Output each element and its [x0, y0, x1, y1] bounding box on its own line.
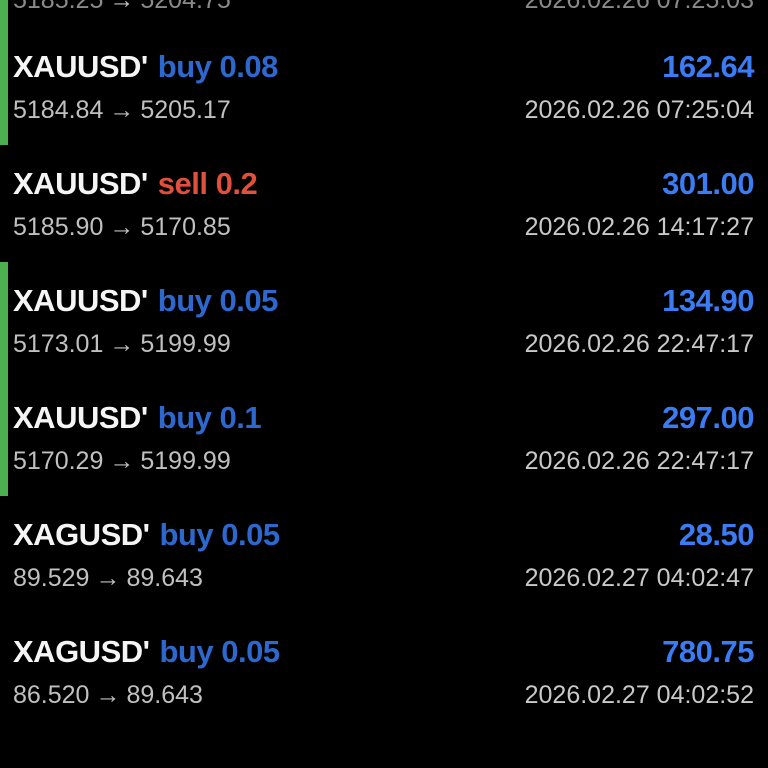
close-price: 5205.17 — [140, 95, 231, 124]
arrow-right-icon: → — [109, 446, 135, 475]
open-price: 5173.01 — [13, 329, 104, 358]
close-time: 2026.02.26 14:17:27 — [524, 212, 754, 241]
symbol-label: XAUUSD' — [13, 48, 148, 84]
open-price: 5185.25 — [13, 0, 104, 14]
close-price: 5199.99 — [140, 329, 231, 358]
open-price: 5184.84 — [13, 95, 104, 124]
trade-row-partial-top[interactable]: 5185.25 → 5204.75 2026.02.26 07:25:03 — [0, 0, 768, 28]
price-range: 5173.01 → 5199.99 — [13, 330, 231, 358]
close-time: 2026.02.27 04:02:47 — [524, 563, 754, 592]
profit-value: 780.75 — [662, 633, 754, 669]
arrow-right-icon: → — [109, 212, 135, 241]
close-time: 2026.02.26 22:47:17 — [524, 446, 754, 475]
trade-row-partial-bottom[interactable]: XAGUSD'buy 0.06 390.90 — [0, 730, 768, 768]
close-time: 2026.02.26 07:25:04 — [524, 95, 754, 124]
symbol-label: XAGUSD' — [13, 516, 150, 552]
open-price: 5170.29 — [13, 446, 104, 475]
symbol-and-type: XAUUSD' buy 0.1 — [13, 399, 262, 435]
trade-row[interactable]: XAGUSD' buy 0.05 28.50 89.529 → 89.643 2026… — [0, 496, 768, 613]
trade-row[interactable]: XAGUSD' buy 0.05 780.75 86.520 → 89.643 202… — [0, 613, 768, 730]
direction-volume-label: buy 0.1 — [157, 399, 262, 435]
price-range: 5185.90 → 5170.85 — [13, 213, 231, 241]
close-time: 2026.02.26 07:25:03 — [524, 0, 754, 14]
direction-volume-label: buy 0.05 — [159, 633, 281, 669]
direction-volume-label: sell 0.2 — [157, 165, 258, 201]
direction-volume-label: buy 0.08 — [157, 48, 279, 84]
price-range: 89.529 → 89.643 — [13, 564, 203, 592]
open-price: 5185.90 — [13, 212, 104, 241]
symbol-and-type: XAUUSD' buy 0.08 — [13, 48, 279, 84]
symbol-label: XAUUSD' — [13, 165, 148, 201]
trade-row[interactable]: XAUUSD' buy 0.08 162.64 5184.84 → 5205.17 2… — [0, 28, 768, 145]
close-price: 89.643 — [126, 563, 203, 592]
price-range: 5170.29 → 5199.99 — [13, 447, 231, 475]
close-time: 2026.02.26 22:47:17 — [524, 329, 754, 358]
arrow-right-icon: → — [95, 563, 121, 592]
profit-value: 301.00 — [662, 165, 754, 201]
symbol-label: XAUUSD' — [13, 399, 148, 435]
arrow-right-icon: → — [95, 680, 121, 709]
price-range: 5185.25 → 5204.75 — [13, 0, 231, 14]
symbol-and-type: XAGUSD' buy 0.05 — [13, 633, 281, 669]
profit-value: 162.64 — [662, 48, 754, 84]
trade-row[interactable]: XAUUSD' buy 0.05 134.90 5173.01 → 5199.99 2… — [0, 262, 768, 379]
price-range: 86.520 → 89.643 — [13, 681, 203, 709]
symbol-and-type: XAGUSD' buy 0.05 — [13, 516, 281, 552]
open-price: 86.520 — [13, 680, 90, 709]
close-price: 5204.75 — [140, 0, 231, 14]
close-price: 89.643 — [126, 680, 203, 709]
symbol-and-type: XAUUSD' sell 0.2 — [13, 165, 258, 201]
direction-volume-label: buy 0.05 — [159, 516, 281, 552]
arrow-right-icon: → — [109, 0, 135, 14]
symbol-label: XAGUSD' — [13, 633, 150, 669]
profit-value: 134.90 — [662, 282, 754, 318]
direction-volume-label: buy 0.05 — [157, 282, 279, 318]
symbol-label: XAUUSD' — [13, 282, 148, 318]
arrow-right-icon: → — [109, 95, 135, 124]
trade-row[interactable]: XAUUSD' buy 0.1 297.00 5170.29 → 5199.99 20… — [0, 379, 768, 496]
trade-row[interactable]: XAUUSD' sell 0.2 301.00 5185.90 → 5170.85 2… — [0, 145, 768, 262]
profit-value: 28.50 — [678, 516, 755, 552]
arrow-right-icon: → — [109, 329, 135, 358]
close-time: 2026.02.27 04:02:52 — [524, 680, 754, 709]
close-price: 5199.99 — [140, 446, 231, 475]
close-price: 5170.85 — [140, 212, 231, 241]
open-price: 89.529 — [13, 563, 90, 592]
profit-value: 297.00 — [662, 399, 754, 435]
symbol-and-type: XAUUSD' buy 0.05 — [13, 282, 279, 318]
price-range: 5184.84 → 5205.17 — [13, 96, 231, 124]
